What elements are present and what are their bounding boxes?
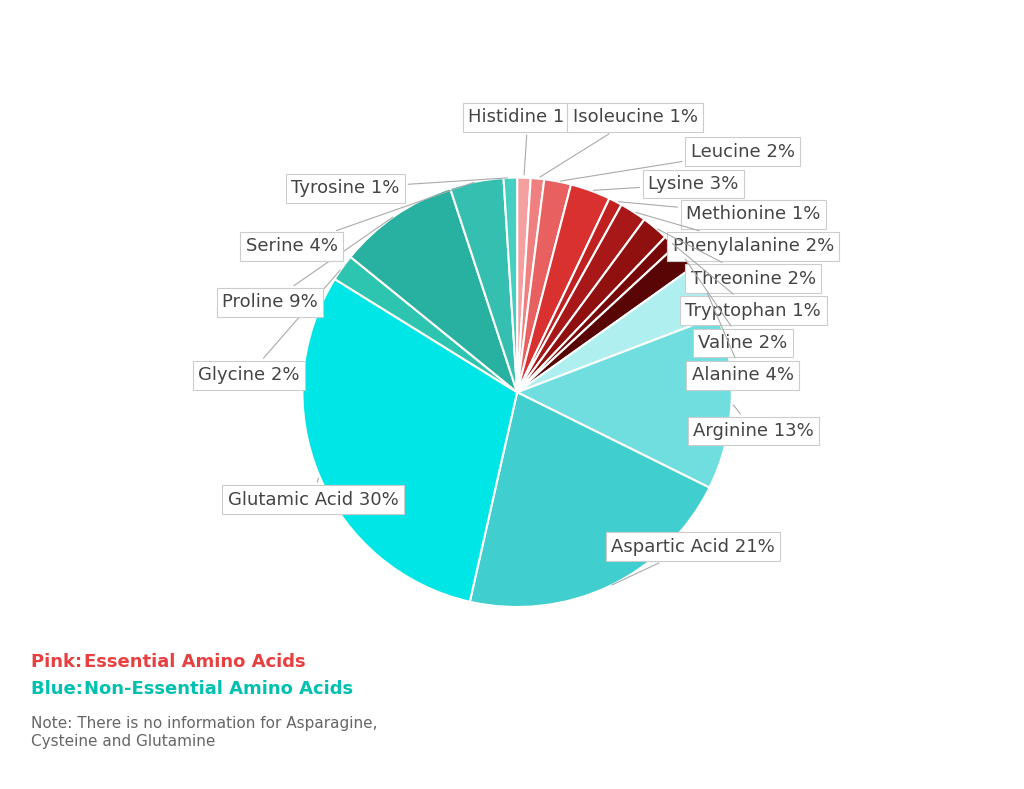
Text: Lysine 3%: Lysine 3% xyxy=(593,175,738,193)
Wedge shape xyxy=(302,279,517,602)
Wedge shape xyxy=(335,257,517,392)
Text: Note: There is no information for Asparagine,
Cysteine and Glutamine: Note: There is no information for Aspara… xyxy=(31,716,377,749)
Wedge shape xyxy=(517,219,666,392)
Wedge shape xyxy=(350,189,517,392)
Wedge shape xyxy=(517,185,609,392)
Text: Non-Essential Amino Acids: Non-Essential Amino Acids xyxy=(84,680,353,698)
Text: Histidine 1 %: Histidine 1 % xyxy=(468,108,588,175)
Text: Tryptophan 1%: Tryptophan 1% xyxy=(673,244,821,320)
Text: Tyrosine 1%: Tyrosine 1% xyxy=(291,178,508,197)
Wedge shape xyxy=(517,247,692,392)
Text: Pink:: Pink: xyxy=(31,653,88,671)
Text: Glutamic Acid 30%: Glutamic Acid 30% xyxy=(227,478,398,509)
Text: Blue:: Blue: xyxy=(31,680,89,698)
Wedge shape xyxy=(517,237,675,392)
Wedge shape xyxy=(517,178,545,392)
Wedge shape xyxy=(517,267,718,392)
Wedge shape xyxy=(517,178,530,392)
Text: Isoleucine 1%: Isoleucine 1% xyxy=(540,108,697,177)
Text: Serine 4%: Serine 4% xyxy=(246,182,474,256)
Wedge shape xyxy=(517,199,622,392)
Text: Threonine 2%: Threonine 2% xyxy=(657,229,816,287)
Text: Essential Amino Acids: Essential Amino Acids xyxy=(84,653,305,671)
Wedge shape xyxy=(517,204,644,392)
Wedge shape xyxy=(517,316,732,488)
Text: Arginine 13%: Arginine 13% xyxy=(693,405,814,440)
Text: Aspartic Acid 21%: Aspartic Acid 21% xyxy=(611,538,775,585)
Text: Valine 2%: Valine 2% xyxy=(685,260,787,352)
Wedge shape xyxy=(517,179,571,392)
Wedge shape xyxy=(470,392,710,607)
Text: Alanine 4%: Alanine 4% xyxy=(691,294,794,384)
Text: Methionine 1%: Methionine 1% xyxy=(618,202,820,223)
Wedge shape xyxy=(451,178,517,392)
Text: Leucine 2%: Leucine 2% xyxy=(560,143,795,181)
Text: Phenylalanine 2%: Phenylalanine 2% xyxy=(636,212,834,256)
Text: Glycine 2%: Glycine 2% xyxy=(198,270,340,384)
Wedge shape xyxy=(504,178,517,392)
Text: Proline 9%: Proline 9% xyxy=(222,217,393,311)
